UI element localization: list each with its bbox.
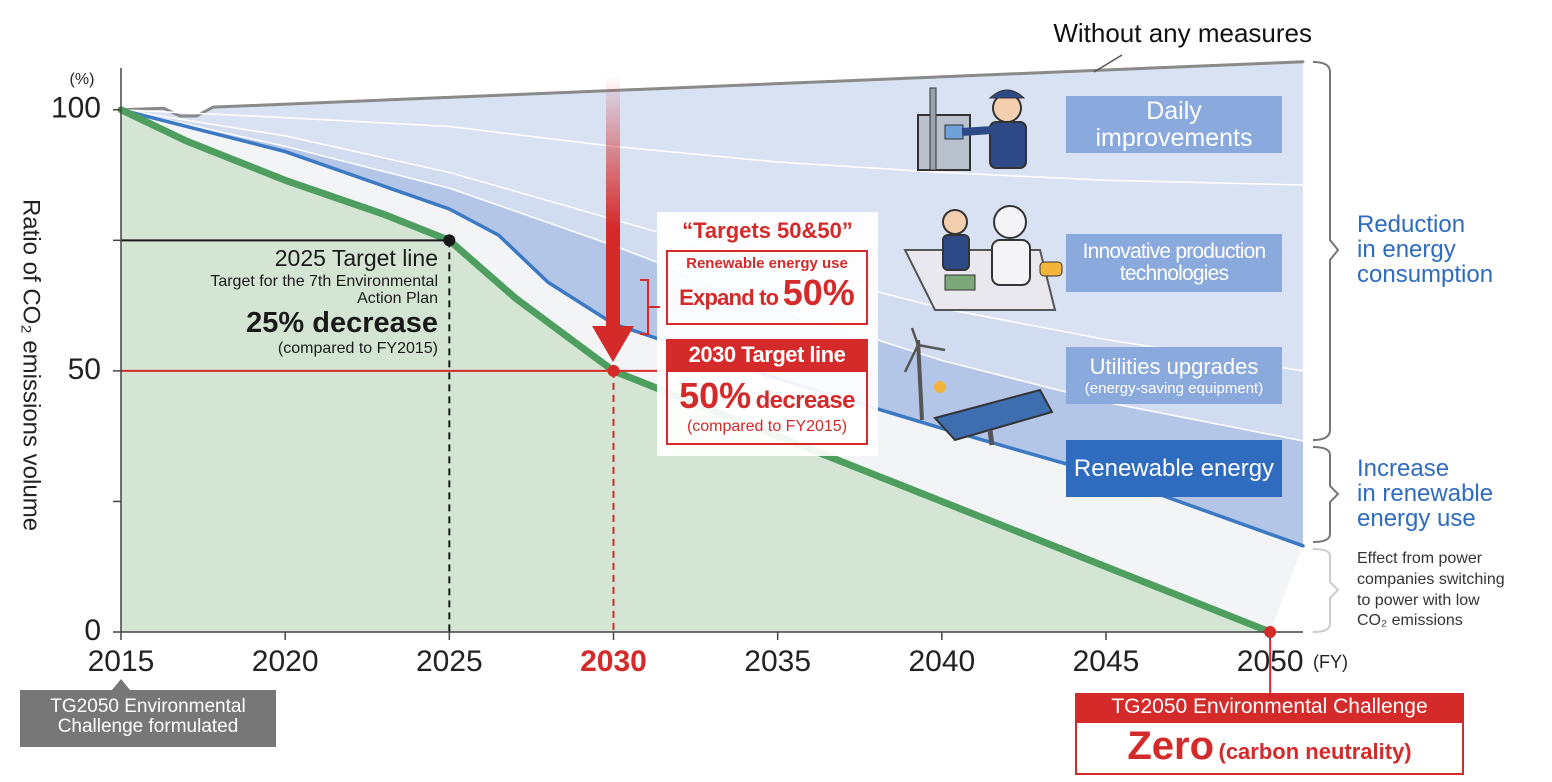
target-box xyxy=(666,250,868,325)
label: Utilities upgrades xyxy=(1089,353,1259,379)
label: CO₂ emissions xyxy=(1357,612,1463,630)
illustration-worker xyxy=(917,87,1027,171)
brace xyxy=(1312,446,1340,543)
illustration-solar xyxy=(903,327,1054,446)
arrow-head xyxy=(592,326,634,362)
bracket xyxy=(640,279,660,335)
label: Renewable energy use xyxy=(686,255,848,272)
label: Zero xyxy=(1127,724,1215,768)
label: Renewable energy xyxy=(1073,454,1275,482)
series-line xyxy=(119,60,1305,118)
innovative-box: Innovative production technologies xyxy=(1066,234,1282,292)
increase-label: Increase in renewable energy use xyxy=(1357,456,1493,532)
label: consumption xyxy=(1357,261,1494,289)
target-2030: 50% decrease (compared to FY2015) xyxy=(667,377,867,436)
x-tick-label: 2020 xyxy=(252,645,319,678)
y-axis-label: Ratio of CO₂ emissions volume xyxy=(18,199,45,531)
targets-title: “Targets 50&50” xyxy=(682,218,853,243)
label: Effect from power xyxy=(1357,550,1483,567)
brace xyxy=(1312,548,1340,633)
y-tick-label: 50 xyxy=(68,353,101,386)
label: in energy xyxy=(1357,236,1456,264)
label: decrease xyxy=(755,387,856,414)
y-tick-label: 100 xyxy=(51,92,101,125)
label: Expand to xyxy=(679,284,779,310)
effect-label: Effect from power companies switching to… xyxy=(1357,549,1505,632)
x-tick-label: 2050 xyxy=(1237,645,1304,678)
pointer xyxy=(112,679,130,690)
label: energy use xyxy=(1357,505,1476,533)
x-tick-label: 2015 xyxy=(88,645,155,678)
label: Daily xyxy=(1146,97,1202,126)
series-label: Without any measures xyxy=(1053,18,1312,48)
series-line xyxy=(117,106,1274,636)
target-box xyxy=(666,339,868,445)
targets-renewable: Renewable energy use Expand to 50% xyxy=(667,256,867,312)
label: technologies xyxy=(1119,262,1229,285)
leader-line xyxy=(1093,54,1123,73)
utilities-box: Utilities upgrades (energy-saving equipm… xyxy=(1066,347,1282,404)
unit-label: (%) xyxy=(70,71,95,88)
x-tick-label: 2030 xyxy=(580,645,647,678)
label: (compared to FY2015) xyxy=(277,340,438,358)
x-tick-label: 2045 xyxy=(1073,645,1140,678)
target-2025: 2025 Target line Target for the 7th Envi… xyxy=(120,246,438,358)
x-axis-unit: (FY) xyxy=(1313,652,1348,672)
challenge-box xyxy=(1075,693,1464,722)
label: 2025 Target line xyxy=(274,245,438,271)
label: improvements xyxy=(1095,123,1253,152)
label: 25% decrease xyxy=(246,306,438,339)
reduction-label: Reduction in energy consumption xyxy=(1357,212,1493,288)
arrow-shaft xyxy=(606,75,620,330)
zero-label: Zero (carbon neutrality) xyxy=(1076,725,1463,767)
target-point xyxy=(443,234,456,247)
target-point xyxy=(1264,626,1277,638)
label: (energy-saving equipment) xyxy=(1084,379,1264,397)
label: Action Plan xyxy=(357,289,438,307)
label: Increase xyxy=(1357,455,1450,482)
label: 50% xyxy=(679,375,752,416)
illustration-robot xyxy=(903,205,1063,311)
target-point xyxy=(607,364,620,377)
renewable-box: Renewable energy xyxy=(1066,440,1282,497)
x-tick-label: 2040 xyxy=(908,645,975,678)
target-box xyxy=(667,340,867,372)
label: to power with low xyxy=(1357,591,1480,609)
label: (carbon neutrality) xyxy=(1218,739,1412,764)
x-tick-label: 2025 xyxy=(416,645,483,678)
label: Challenge formulated xyxy=(57,715,239,737)
label: (compared to FY2015) xyxy=(686,417,848,435)
label: in renewable xyxy=(1357,480,1494,508)
challenge-box xyxy=(1075,721,1464,775)
label: Target for the 7th Environmental xyxy=(210,273,438,291)
formulated-label: TG2050 Environmental Challenge formulate… xyxy=(20,697,276,737)
label: Innovative production xyxy=(1082,239,1267,263)
challenge-label: TG2050 Environmental Challenge xyxy=(1111,695,1428,718)
label: companies switching xyxy=(1357,570,1505,588)
series-line xyxy=(120,109,1304,186)
label: TG2050 Environmental xyxy=(50,696,246,717)
formulated-box xyxy=(20,690,276,747)
brace xyxy=(1312,61,1340,441)
target-2030-title: 2030 Target line xyxy=(688,342,846,367)
label: Reduction xyxy=(1357,211,1466,238)
label: 50% xyxy=(782,271,855,313)
series-line xyxy=(119,108,1305,548)
x-tick-label: 2035 xyxy=(744,645,811,678)
daily-box: Daily improvements xyxy=(1066,96,1282,153)
y-tick-label: 0 xyxy=(84,614,101,647)
target-panel xyxy=(657,212,878,456)
